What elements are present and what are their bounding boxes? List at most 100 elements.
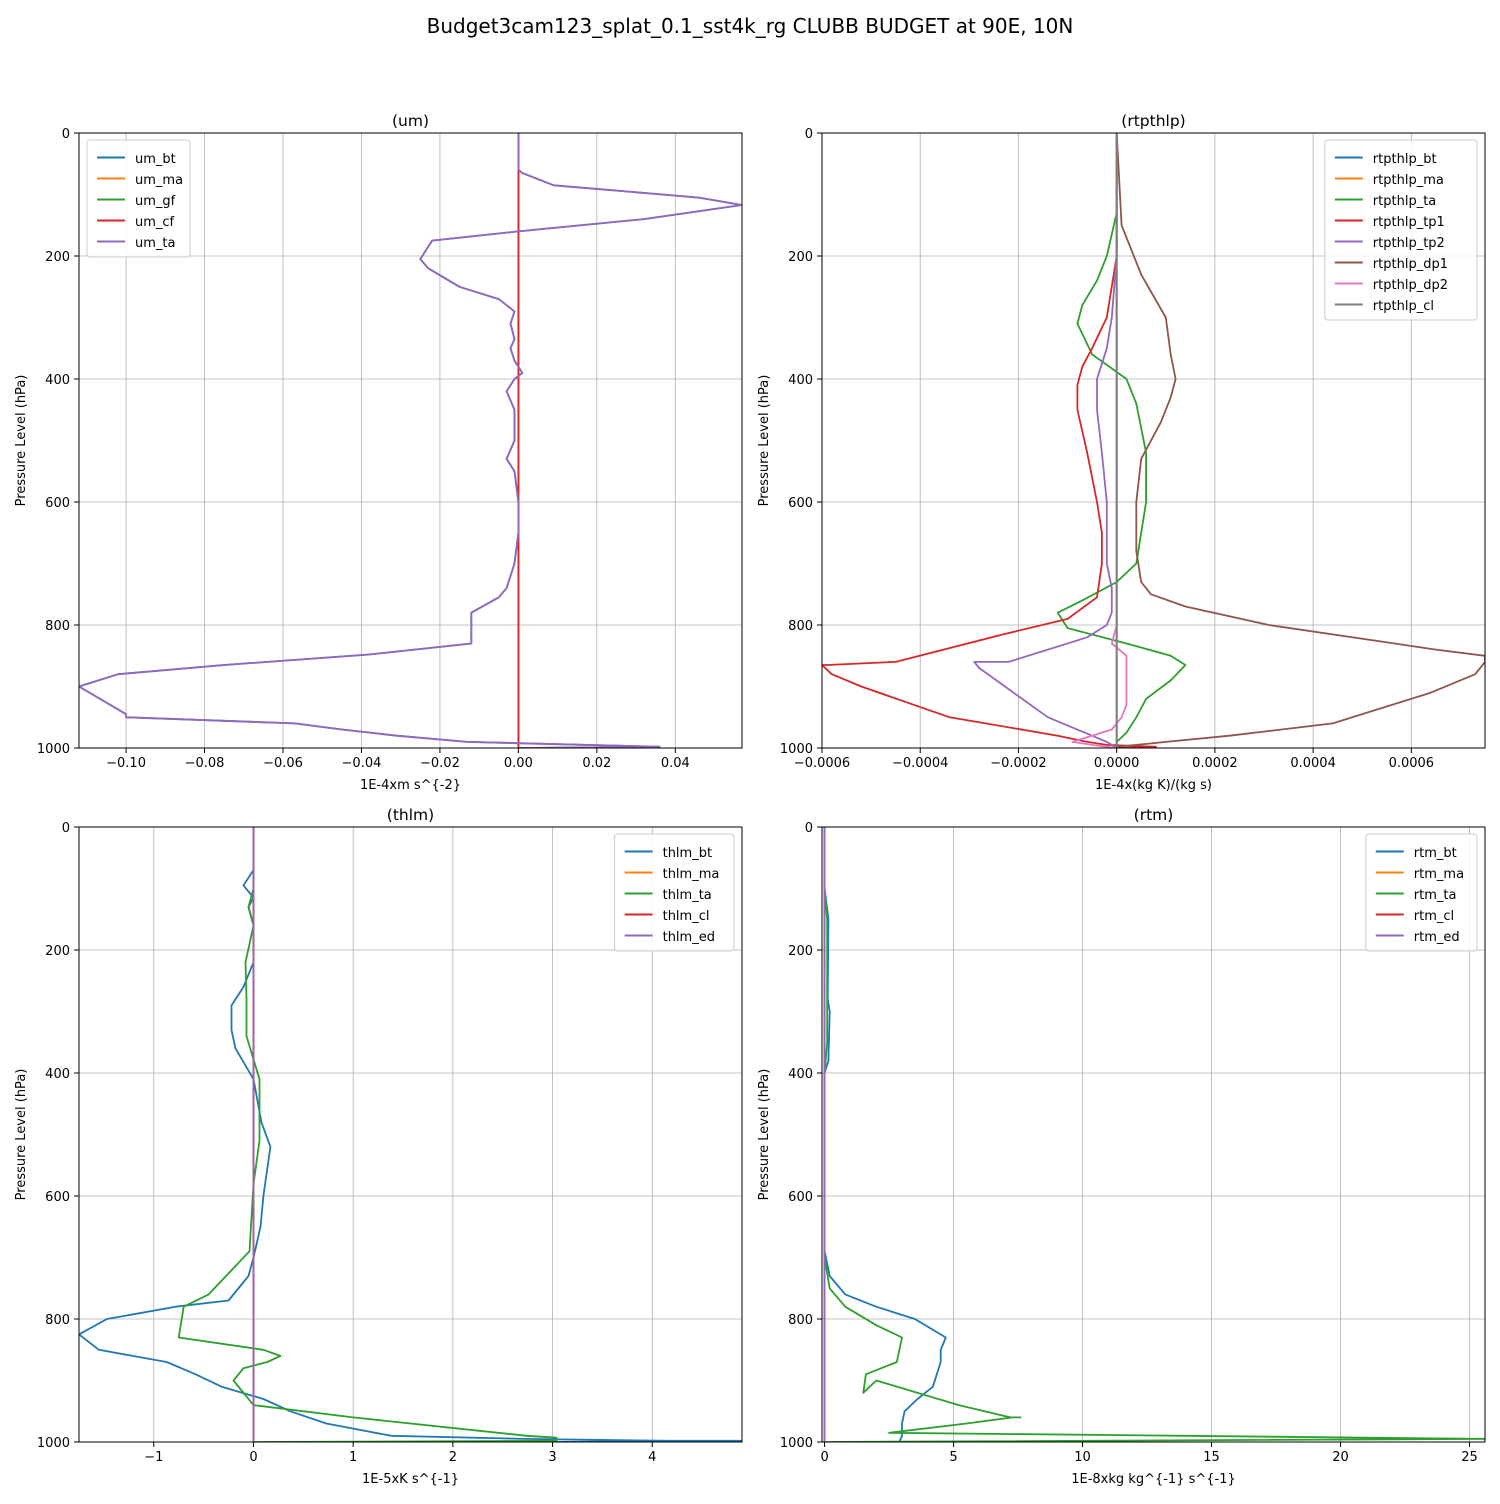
x-tick-label: 0.0006 (1389, 756, 1435, 771)
series-line-thlm_ta (177, 827, 558, 1442)
subplot-4: 0 5 10 15 20 25 0 200 400 600 800 1000 (rtm) 1E-8xkg … (757, 806, 1486, 1487)
x-tick-label: 0.04 (661, 756, 690, 771)
y-tick-label: 600 (45, 496, 70, 511)
legend-label-thlm_ed: thlm_ed (663, 930, 715, 945)
y-tick-label: 800 (788, 619, 813, 634)
legend: rtm_bt rtm_ma rtm_ta rtm_cl rtm_ed (1365, 833, 1478, 952)
legend-label-um_gf: um_gf (135, 194, 176, 209)
series-line-rtpthlp_ta (1056, 133, 1187, 748)
y-tick-label: 400 (45, 1067, 70, 1082)
axes-frame (821, 826, 1486, 1443)
legend-label-thlm_ta: thlm_ta (663, 888, 712, 903)
series-line-um_ta (79, 133, 742, 748)
series-line-rtpthlp_tp2 (973, 133, 1118, 748)
legend-label-rtpthlp_dp2: rtpthlp_dp2 (1373, 278, 1448, 293)
series-line-rtpthlp_dp1 (1115, 133, 1485, 748)
axes-frame (821, 132, 1486, 749)
y-tick-label: 200 (788, 250, 813, 265)
legend-label-um_bt: um_bt (135, 152, 176, 167)
y-tick-label: 200 (45, 944, 70, 959)
legend-label-rtm_ma: rtm_ma (1414, 867, 1464, 882)
legend-label-rtpthlp_bt: rtpthlp_bt (1373, 152, 1437, 167)
x-tick-label: 0.0002 (1192, 756, 1238, 771)
x-tick-label: 3 (548, 1450, 556, 1465)
x-axis-label: 1E-5xK s^{-1} (362, 1472, 459, 1487)
x-tick-label: −0.08 (185, 756, 225, 771)
legend-label-um_ma: um_ma (135, 173, 183, 188)
legend: rtpthlp_bt rtpthlp_ma rtpthlp_ta rtpthlp_tp… (1324, 139, 1478, 321)
legend-box (86, 139, 191, 258)
x-tick-label: 0.02 (582, 756, 611, 771)
subplot-1: −0.10 −0.08 −0.06 −0.04 −0.02 0.00 0.02 0.04 0 20… (14, 112, 743, 793)
x-tick-label: 25 (1461, 1450, 1478, 1465)
subplot-2: −0.0006 −0.0004 −0.0002 0.0000 0.0002 0.0004 0… (757, 112, 1486, 793)
y-tick-label: 0 (805, 821, 813, 836)
x-tick-label: 1 (349, 1450, 357, 1465)
legend-box (1324, 139, 1478, 321)
x-axis-label: 1E-4x(kg K)/(kg s) (1095, 778, 1212, 793)
legend-label-rtpthlp_cl: rtpthlp_cl (1373, 299, 1434, 314)
x-tick-label: 10 (1074, 1450, 1091, 1465)
y-tick-label: 800 (788, 1313, 813, 1328)
y-tick-label: 400 (788, 373, 813, 388)
x-tick-label: 0.0000 (1094, 756, 1140, 771)
y-tick-label: 1000 (780, 742, 813, 757)
figure-suptitle: Budget3cam123_splat_0.1_sst4k_rg CLUBB B… (426, 14, 1074, 38)
series-line-rtpthlp_dp2 (1071, 133, 1128, 748)
x-tick-label: 20 (1332, 1450, 1349, 1465)
y-tick-label: 1000 (780, 1436, 813, 1451)
legend-label-rtpthlp_tp1: rtpthlp_tp1 (1373, 215, 1445, 230)
legend-label-thlm_bt: thlm_bt (663, 846, 712, 861)
subplot-3: −1 0 1 2 3 4 0 200 400 600 800 1000 (thlm) 1E-5xK s^{… (14, 806, 743, 1487)
series-group (79, 827, 742, 1442)
legend-label-rtpthlp_dp1: rtpthlp_dp1 (1373, 257, 1448, 272)
y-tick-label: 800 (45, 619, 70, 634)
y-axis-label: Pressure Level (hPa) (757, 375, 772, 507)
subplot-title: (rtm) (1134, 806, 1174, 824)
y-tick-label: 400 (45, 373, 70, 388)
legend-label-rtpthlp_ta: rtpthlp_ta (1373, 194, 1436, 209)
y-tick-label: 0 (62, 127, 70, 142)
x-tick-label: 5 (949, 1450, 957, 1465)
x-tick-label: −0.0004 (892, 756, 948, 771)
x-tick-label: 0.0004 (1290, 756, 1336, 771)
x-tick-label: −0.10 (106, 756, 146, 771)
axes-frame (78, 826, 743, 1443)
legend-label-rtm_ed: rtm_ed (1414, 930, 1460, 945)
series-group (823, 827, 1485, 1442)
x-tick-label: −0.0002 (990, 756, 1046, 771)
y-tick-label: 800 (45, 1313, 70, 1328)
y-tick-label: 1000 (37, 1436, 70, 1451)
x-tick-label: 0.00 (504, 756, 533, 771)
y-axis-label: Pressure Level (hPa) (14, 375, 29, 507)
x-tick-label: 4 (648, 1450, 656, 1465)
subplot-title: (um) (392, 112, 429, 130)
legend-label-rtpthlp_tp2: rtpthlp_tp2 (1373, 236, 1445, 251)
subplot-title: (rtpthlp) (1121, 112, 1185, 130)
legend-label-rtm_cl: rtm_cl (1414, 909, 1454, 924)
series-line-rtm_bt (823, 827, 947, 1442)
x-axis-label: 1E-4xm s^{-2} (360, 778, 461, 793)
y-tick-label: 400 (788, 1067, 813, 1082)
x-axis-label: 1E-8xkg kg^{-1} s^{-1} (1071, 1472, 1236, 1487)
legend-label-thlm_cl: thlm_cl (663, 909, 710, 924)
legend-label-rtm_bt: rtm_bt (1414, 846, 1457, 861)
legend-label-thlm_ma: thlm_ma (663, 867, 720, 882)
x-tick-label: −1 (144, 1450, 163, 1465)
legend-label-um_ta: um_ta (135, 236, 175, 251)
y-axis-label: Pressure Level (hPa) (757, 1069, 772, 1201)
x-tick-label: 0 (249, 1450, 257, 1465)
series-group (822, 133, 1485, 748)
legend-label-rtpthlp_ma: rtpthlp_ma (1373, 173, 1444, 188)
x-tick-label: −0.0006 (794, 756, 850, 771)
y-tick-label: 600 (45, 1190, 70, 1205)
x-tick-label: 2 (449, 1450, 457, 1465)
axes-frame (78, 132, 743, 749)
y-tick-label: 1000 (37, 742, 70, 757)
series-group (79, 133, 742, 748)
series-line-rtpthlp_tp1 (822, 133, 1157, 748)
x-tick-label: −0.04 (342, 756, 382, 771)
y-tick-label: 0 (805, 127, 813, 142)
